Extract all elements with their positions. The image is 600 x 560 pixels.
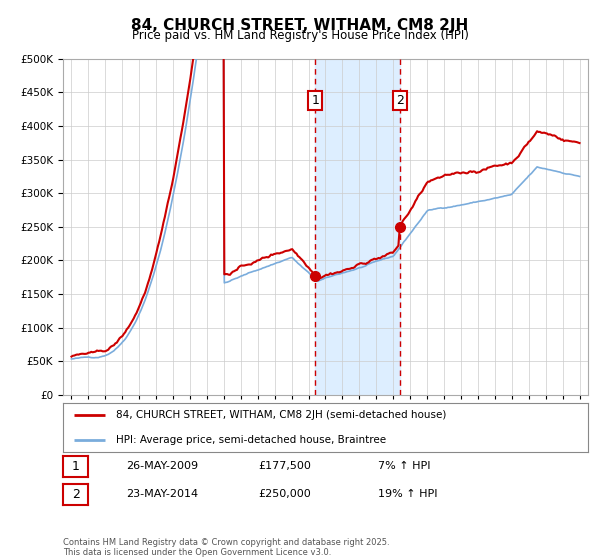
Text: HPI: Average price, semi-detached house, Braintree: HPI: Average price, semi-detached house,… [115,435,386,445]
Text: 1: 1 [71,460,80,473]
Text: 23-MAY-2014: 23-MAY-2014 [126,489,198,500]
Text: 2: 2 [396,94,404,108]
Text: 2: 2 [71,488,80,501]
Text: 7% ↑ HPI: 7% ↑ HPI [378,461,431,472]
Text: Price paid vs. HM Land Registry's House Price Index (HPI): Price paid vs. HM Land Registry's House … [131,29,469,42]
Text: 84, CHURCH STREET, WITHAM, CM8 2JH: 84, CHURCH STREET, WITHAM, CM8 2JH [131,18,469,33]
Text: 84, CHURCH STREET, WITHAM, CM8 2JH (semi-detached house): 84, CHURCH STREET, WITHAM, CM8 2JH (semi… [115,410,446,420]
Text: 19% ↑ HPI: 19% ↑ HPI [378,489,437,500]
Text: 26-MAY-2009: 26-MAY-2009 [126,461,198,472]
Text: £250,000: £250,000 [258,489,311,500]
Bar [316,59,400,395]
Text: Contains HM Land Registry data © Crown copyright and database right 2025.
This d: Contains HM Land Registry data © Crown c… [63,538,389,557]
Text: £177,500: £177,500 [258,461,311,472]
Text: 1: 1 [311,94,319,108]
